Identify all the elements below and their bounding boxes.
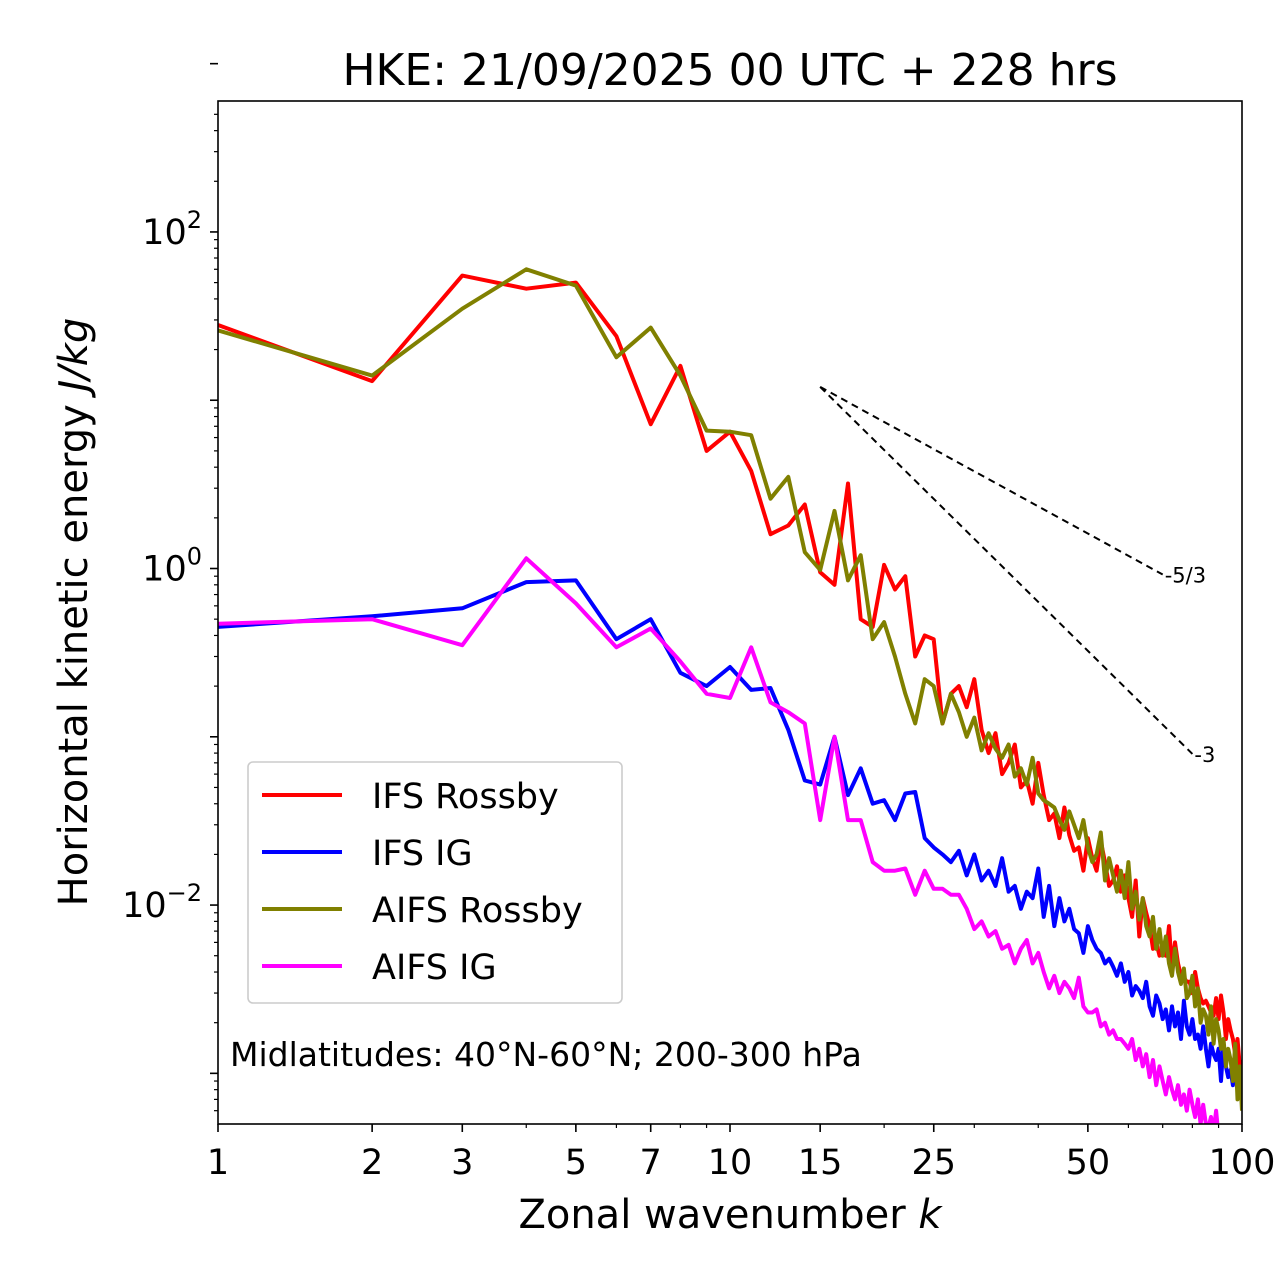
x-tick-label: 10 bbox=[708, 1143, 753, 1183]
series-line-aifs-ig bbox=[218, 556, 1220, 1124]
reference-slopes bbox=[819, 386, 1194, 755]
x-axis-label-variable: k bbox=[918, 1192, 943, 1238]
y-axis-label: Horizontal kinetic energy J/kg bbox=[51, 318, 97, 907]
region-annotation: Midlatitudes: 40°N-60°N; 200-300 hPa bbox=[230, 1035, 862, 1074]
x-tick-label: 1 bbox=[207, 1143, 229, 1183]
series-line-ifs-ig bbox=[218, 578, 1242, 1100]
series-lines bbox=[218, 267, 1242, 1124]
y-axis-label-units: J/kg bbox=[51, 318, 97, 399]
x-tick-label: 50 bbox=[1066, 1143, 1111, 1183]
reference-slope-line bbox=[819, 386, 1194, 755]
y-tick-label: 100 bbox=[142, 543, 202, 590]
y-axis-label-text: Horizontal kinetic energy bbox=[51, 404, 97, 906]
reference-slope-labels: -5/3 -3 bbox=[1165, 564, 1216, 767]
y-tick-label: 102 bbox=[142, 206, 202, 253]
x-tick-label: 25 bbox=[911, 1143, 956, 1183]
legend-box bbox=[247, 761, 623, 1004]
reference-slope-label: -3 bbox=[1194, 743, 1215, 767]
legend: IFS Rossby IFS IG AIFS Rossby AIFS IG bbox=[247, 761, 623, 1004]
legend-label-ifs-rossby: IFS Rossby bbox=[372, 777, 559, 817]
x-axis-label-text: Zonal wavenumber bbox=[518, 1192, 906, 1238]
x-axis-ticks: 1 2 3 5 7 10 15 25 50 100 bbox=[207, 1124, 1276, 1183]
x-tick-label: 100 bbox=[1209, 1143, 1276, 1183]
legend-label-aifs-ig: AIFS IG bbox=[372, 948, 497, 988]
reference-slope-line bbox=[819, 386, 1164, 576]
plot-frame bbox=[217, 100, 1243, 1125]
x-tick-label: 7 bbox=[640, 1143, 662, 1183]
x-tick-label: 5 bbox=[565, 1143, 587, 1183]
x-axis-label: Zonal wavenumber k bbox=[518, 1192, 943, 1238]
legend-label-aifs-rossby: AIFS Rossby bbox=[372, 891, 583, 931]
y-axis-ticks: 10−2 100 102 bbox=[122, 62, 218, 1075]
y-tick-label: 10−2 bbox=[122, 879, 202, 926]
x-tick-label: 15 bbox=[798, 1143, 843, 1183]
chart-title: HKE: 21/09/2025 00 UTC + 228 hrs bbox=[342, 45, 1117, 96]
reference-slope-label: -5/3 bbox=[1165, 564, 1206, 588]
series-line-aifs-rossby bbox=[218, 267, 1242, 1111]
x-tick-label: 2 bbox=[361, 1143, 383, 1183]
legend-label-ifs-ig: IFS IG bbox=[372, 834, 473, 874]
x-tick-label: 3 bbox=[451, 1143, 473, 1183]
